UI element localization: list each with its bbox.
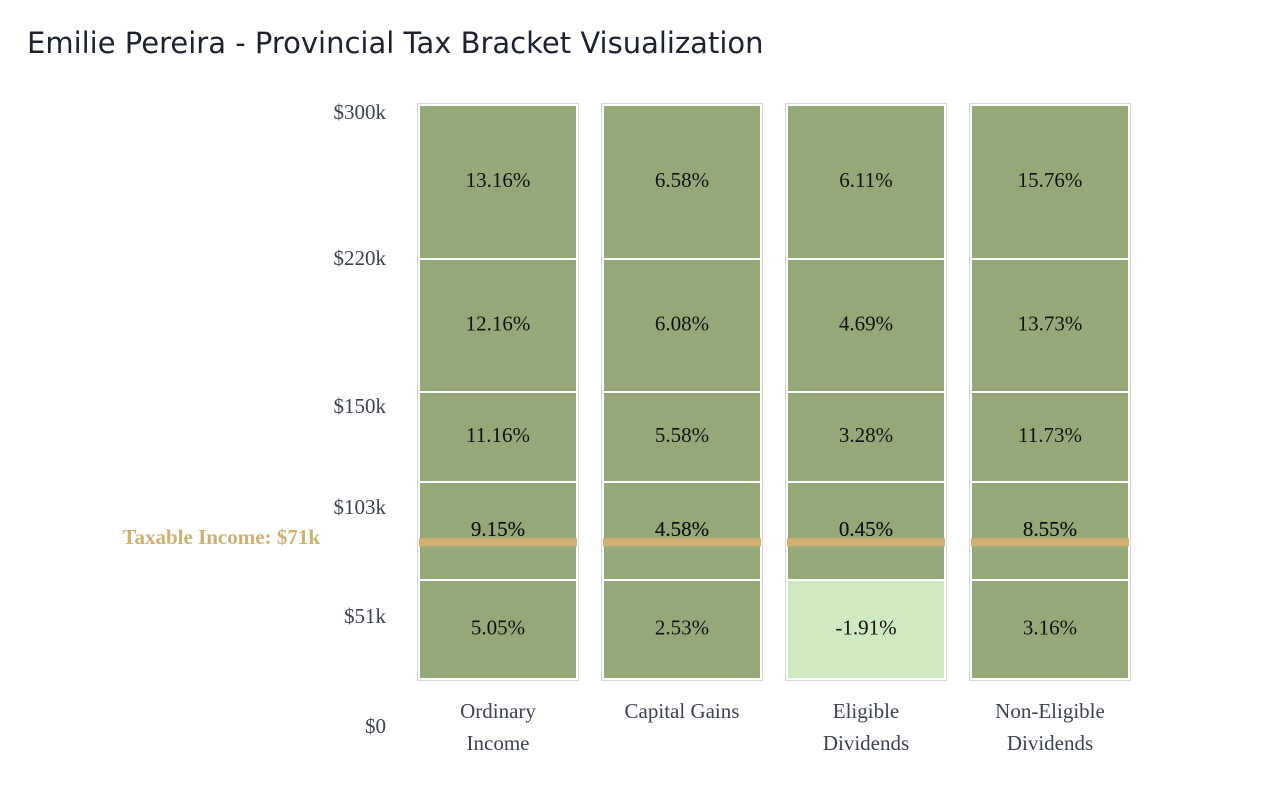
x-category-label: Eligible xyxy=(833,699,900,723)
rate-label: 3.16% xyxy=(1023,615,1077,639)
income-line-segment xyxy=(419,538,577,547)
income-line-segment xyxy=(603,538,761,547)
income-line-segment xyxy=(971,538,1129,547)
bracket-cell xyxy=(602,579,762,680)
y-tick-label: $300k xyxy=(334,100,387,124)
y-tick-label: $220k xyxy=(334,246,387,270)
taxable-income-marker: 9.15% 4.58% 0.45% 8.55% Taxable Income: $71k xyxy=(122,517,1129,549)
y-tick-label: $0 xyxy=(365,714,386,738)
x-category-label: Capital Gains xyxy=(625,699,740,723)
rate-label-overlay: 4.58% xyxy=(655,517,709,541)
x-axis: Ordinary Income Capital Gains Eligible Divid… xyxy=(460,699,1105,755)
page-title: Emilie Pereira - Provincial Tax Bracket … xyxy=(27,26,764,60)
rate-label: 4.58% xyxy=(655,517,709,541)
bracket-column: -1.91% 0.45% 3.28% 4.69% 6.11% xyxy=(785,103,947,681)
rate-label: 13.16% xyxy=(466,168,531,192)
rate-label: 15.76% xyxy=(1018,168,1083,192)
rate-label: 11.16% xyxy=(466,423,530,447)
bracket-cell xyxy=(418,104,578,260)
bracket-cell xyxy=(418,579,578,680)
bracket-column: 5.05% 9.15% 11.16% 12.16% 13.16% xyxy=(417,103,579,681)
income-line-segment xyxy=(787,538,945,547)
bracket-column: 2.53% 4.58% 5.58% 6.08% 6.58% xyxy=(601,103,763,681)
bracket-cell xyxy=(602,258,762,393)
rate-label: 12.16% xyxy=(466,311,531,335)
rate-label: 0.45% xyxy=(839,517,893,541)
bracket-cell xyxy=(970,391,1130,483)
rate-label: 6.11% xyxy=(839,168,892,192)
rate-label: 3.28% xyxy=(839,423,893,447)
rate-label-overlay: 0.45% xyxy=(839,517,893,541)
x-category-label: Income xyxy=(467,731,530,755)
rate-label-overlay: 9.15% xyxy=(471,517,525,541)
rate-label: 8.55% xyxy=(1023,517,1077,541)
rate-label: 13.73% xyxy=(1018,311,1083,335)
bracket-cell xyxy=(786,481,946,581)
bracket-cell xyxy=(970,579,1130,680)
rate-label: 4.69% xyxy=(839,311,893,335)
rate-label: 9.15% xyxy=(471,517,525,541)
bracket-cell xyxy=(418,258,578,393)
bracket-cell xyxy=(602,481,762,581)
y-tick-label: $150k xyxy=(334,394,387,418)
x-category-label: Ordinary xyxy=(460,699,536,723)
rate-label: 5.58% xyxy=(655,423,709,447)
bracket-cell xyxy=(418,391,578,483)
bracket-cell xyxy=(786,258,946,393)
bracket-cell xyxy=(602,104,762,260)
bracket-cell xyxy=(786,391,946,483)
bracket-columns: 5.05% 9.15% 11.16% 12.16% 13.16% 2.53% 4.58% 5.… xyxy=(417,103,1131,681)
rate-label-overlay: 8.55% xyxy=(1023,517,1077,541)
x-category-label: Dividends xyxy=(1007,731,1093,755)
rate-label: 6.08% xyxy=(655,311,709,335)
x-category-label: Non-Eligible xyxy=(995,699,1105,723)
y-tick-label: $103k xyxy=(334,495,387,519)
rate-label: -1.91% xyxy=(835,615,896,639)
taxable-income-label: Taxable Income: $71k xyxy=(122,525,320,549)
rate-label: 5.05% xyxy=(471,615,525,639)
y-tick-label: $51k xyxy=(344,604,387,628)
bracket-cell xyxy=(786,104,946,260)
bracket-cell xyxy=(970,258,1130,393)
bracket-cell xyxy=(970,481,1130,581)
rate-label: 11.73% xyxy=(1018,423,1082,447)
bracket-cell xyxy=(970,104,1130,260)
x-category-label: Dividends xyxy=(823,731,909,755)
rate-label: 6.58% xyxy=(655,168,709,192)
rate-label: 2.53% xyxy=(655,615,709,639)
y-axis: $0 $51k $103k $150k $220k $300k xyxy=(334,100,387,738)
bracket-column: 3.16% 8.55% 11.73% 13.73% 15.76% xyxy=(969,103,1131,681)
